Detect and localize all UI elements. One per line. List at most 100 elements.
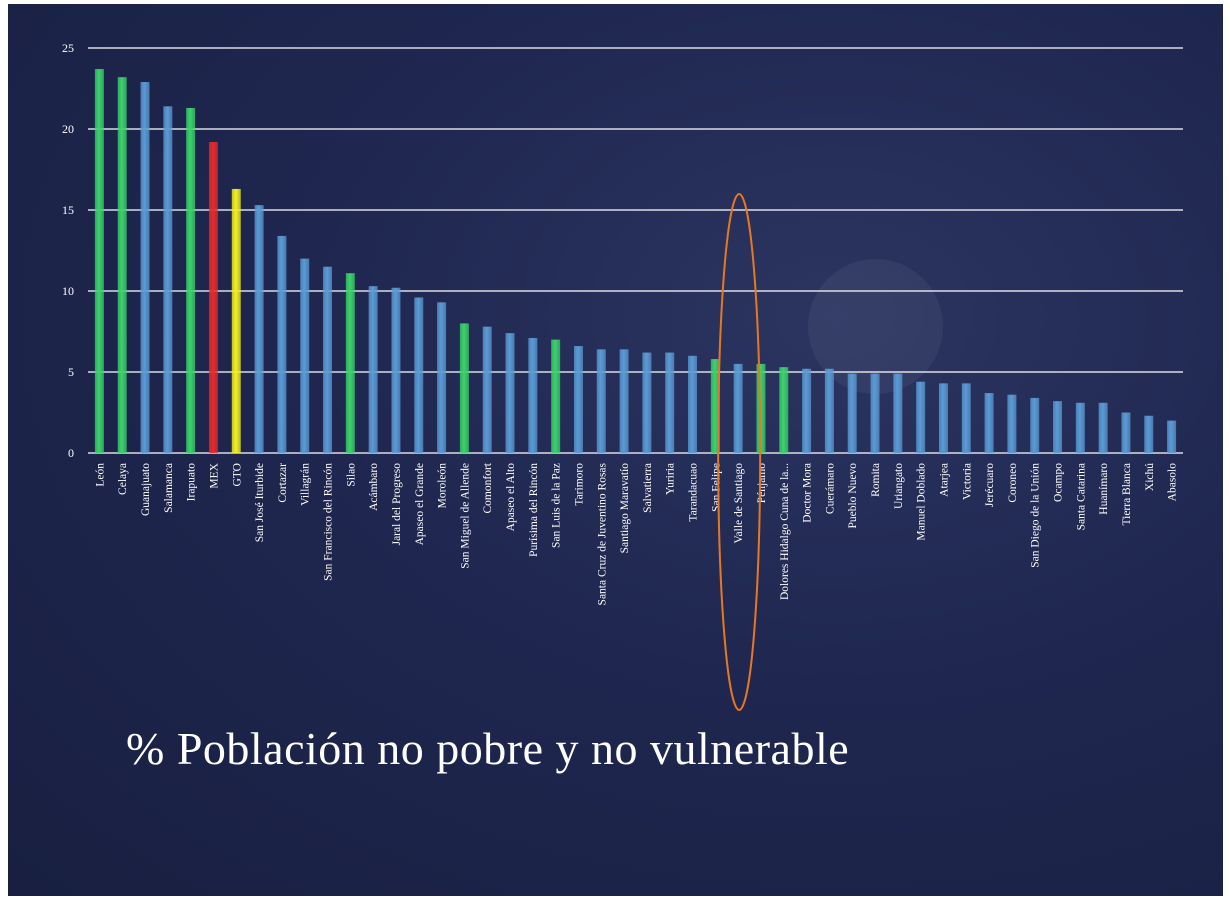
bar-37 — [938, 383, 948, 453]
bar-7 — [254, 205, 264, 453]
category-label: Salamanca — [163, 463, 175, 513]
annotations — [717, 193, 762, 711]
category-label: Atarjea — [938, 463, 950, 497]
bar-44 — [1098, 402, 1108, 453]
category-label: Apaseo el Alto — [505, 463, 517, 532]
category-label: Manuel Doblado — [916, 463, 928, 541]
bars — [94, 69, 1177, 454]
category-label: Huanímaro — [1098, 463, 1110, 515]
category-label: Pénjamo — [756, 463, 768, 503]
y-tick-label: 5 — [68, 365, 74, 379]
bar-35 — [893, 373, 903, 453]
bar-4 — [186, 107, 196, 453]
bar-18 — [505, 333, 515, 453]
bar-40 — [1007, 394, 1017, 453]
bar-17 — [482, 326, 492, 453]
bar-8 — [277, 235, 287, 453]
bar-15 — [437, 302, 447, 453]
y-tick-label: 25 — [62, 41, 74, 55]
category-label: Moroleón — [437, 463, 449, 509]
category-label: Cortazar — [277, 463, 289, 503]
category-label: MEX — [208, 462, 220, 488]
bar-25 — [665, 352, 675, 453]
bar-32 — [824, 368, 834, 453]
category-label: Yuriria — [665, 463, 677, 495]
category-label: San Francisco del Rincón — [323, 463, 335, 581]
y-tick-label: 10 — [62, 284, 74, 298]
bar-36 — [916, 381, 926, 453]
bar-45 — [1121, 412, 1131, 453]
bar-3 — [163, 106, 173, 453]
category-label: Celaya — [117, 463, 129, 495]
bar-29 — [756, 363, 766, 453]
category-label: GTO — [231, 463, 243, 486]
category-label: Tarandacuao — [688, 463, 700, 522]
bar-24 — [642, 352, 652, 453]
bar-2 — [140, 82, 150, 454]
category-label: Guanajuato — [140, 463, 152, 516]
category-label: Cuerámaro — [824, 463, 836, 514]
category-label: Santa Cruz de Juventino Rosas — [596, 462, 608, 605]
category-label: Salvatierra — [642, 463, 654, 513]
bar-9 — [300, 258, 310, 453]
category-label: Tarimoro — [573, 463, 585, 506]
category-label: Irapuato — [186, 463, 198, 502]
bar-6 — [231, 188, 241, 453]
slide: 0 5 10 15 20 25 León Celaya Guanajuato Salamanca… — [8, 4, 1223, 896]
bar-22 — [596, 349, 606, 453]
bar-28 — [733, 363, 743, 453]
slide-title: % Población no pobre y no vulnerable — [126, 723, 850, 774]
bar-11 — [345, 273, 355, 453]
bar-26 — [688, 355, 698, 453]
gridlines — [88, 47, 1183, 454]
category-label: Santa Catarina — [1075, 463, 1087, 530]
bar-19 — [528, 337, 538, 453]
y-tick-label: 20 — [62, 122, 74, 136]
category-label: Ocampo — [1053, 463, 1065, 502]
category-label: San Miguel de Allende — [459, 463, 471, 569]
category-label: Comonfort — [482, 462, 494, 513]
category-label: Silao — [345, 463, 357, 487]
category-label: Xichú — [1144, 463, 1156, 491]
bar-13 — [391, 287, 401, 453]
category-label: Santiago Maravatío — [619, 463, 631, 554]
y-axis-ticks: 0 5 10 15 20 25 — [62, 41, 74, 460]
bar-47 — [1167, 420, 1177, 453]
bar-12 — [368, 286, 378, 453]
highlight-ellipse — [717, 193, 762, 711]
bar-38 — [961, 383, 971, 453]
bar-46 — [1144, 415, 1154, 453]
category-label: Valle de Santiago — [733, 463, 745, 544]
category-label: Pueblo Nuevo — [847, 463, 859, 529]
category-label: León — [94, 463, 106, 487]
bar-30 — [779, 367, 789, 453]
bar-5 — [208, 141, 218, 453]
bar-1 — [117, 77, 127, 453]
bar-20 — [551, 339, 561, 453]
bar-41 — [1030, 397, 1040, 453]
y-tick-label: 15 — [62, 203, 74, 217]
bar-16 — [459, 323, 469, 453]
bar-chart: 0 5 10 15 20 25 León Celaya Guanajuato Salamanca… — [62, 41, 1183, 711]
y-tick-label: 0 — [68, 446, 74, 460]
bar-34 — [870, 373, 880, 453]
bar-33 — [847, 373, 857, 453]
category-label: Doctor Mora — [802, 463, 814, 523]
bar-23 — [619, 349, 629, 453]
category-label: Romita — [870, 463, 882, 497]
category-label: San Luis de la Paz — [551, 463, 563, 548]
bar-39 — [984, 393, 994, 453]
category-label: San Felipe — [710, 463, 722, 512]
bar-27 — [710, 359, 720, 453]
category-label: Abasolo — [1167, 463, 1179, 502]
category-label: Jerécuaro — [984, 463, 996, 507]
bar-42 — [1053, 401, 1063, 453]
bar-31 — [802, 368, 812, 453]
category-labels: León Celaya Guanajuato Salamanca Irapuato MEX… — [94, 462, 1178, 605]
bar-10 — [323, 266, 333, 453]
category-label: Uriangato — [893, 463, 905, 509]
category-label: Apaseo el Grande — [414, 463, 426, 545]
category-label: Acámbaro — [368, 463, 380, 511]
category-label: Dolores Hidalgo Cuna de la... — [779, 463, 791, 600]
category-label: Villagrán — [300, 463, 312, 506]
